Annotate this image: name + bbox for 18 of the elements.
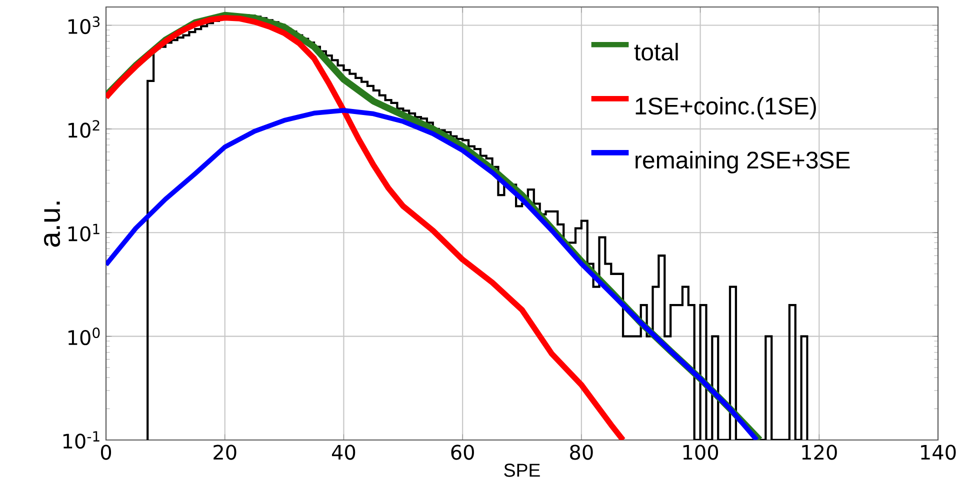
y-tick-label: 10$^{2}$ [68, 120, 100, 138]
x-tick-label: 40 [332, 444, 356, 460]
x-tick-label: 140 [921, 444, 956, 460]
x-tick-label: 80 [570, 444, 593, 460]
y-tick-label: 10$^{3}$ [68, 16, 100, 34]
x-tick-label: 20 [214, 444, 236, 460]
x-tick-label: 100 [683, 444, 718, 460]
legend-label: total [634, 42, 678, 61]
y-tick-label: 10$^{0}$ [68, 327, 100, 346]
x-axis-title: SPE [504, 464, 540, 477]
x-tick-label: 60 [451, 444, 474, 460]
x-tick-label: 120 [802, 444, 837, 460]
y-tick-label: 10$^{-1}$ [63, 431, 100, 449]
x-tick-label: 0 [100, 444, 112, 460]
legend-label: 1SE+coinc.(1SE) [636, 96, 816, 120]
legend-label: remaining 2SE+3SE [636, 151, 850, 174]
y-tick-label: 10$^{1}$ [68, 224, 100, 242]
y-axis-title: a.u. [44, 202, 60, 247]
